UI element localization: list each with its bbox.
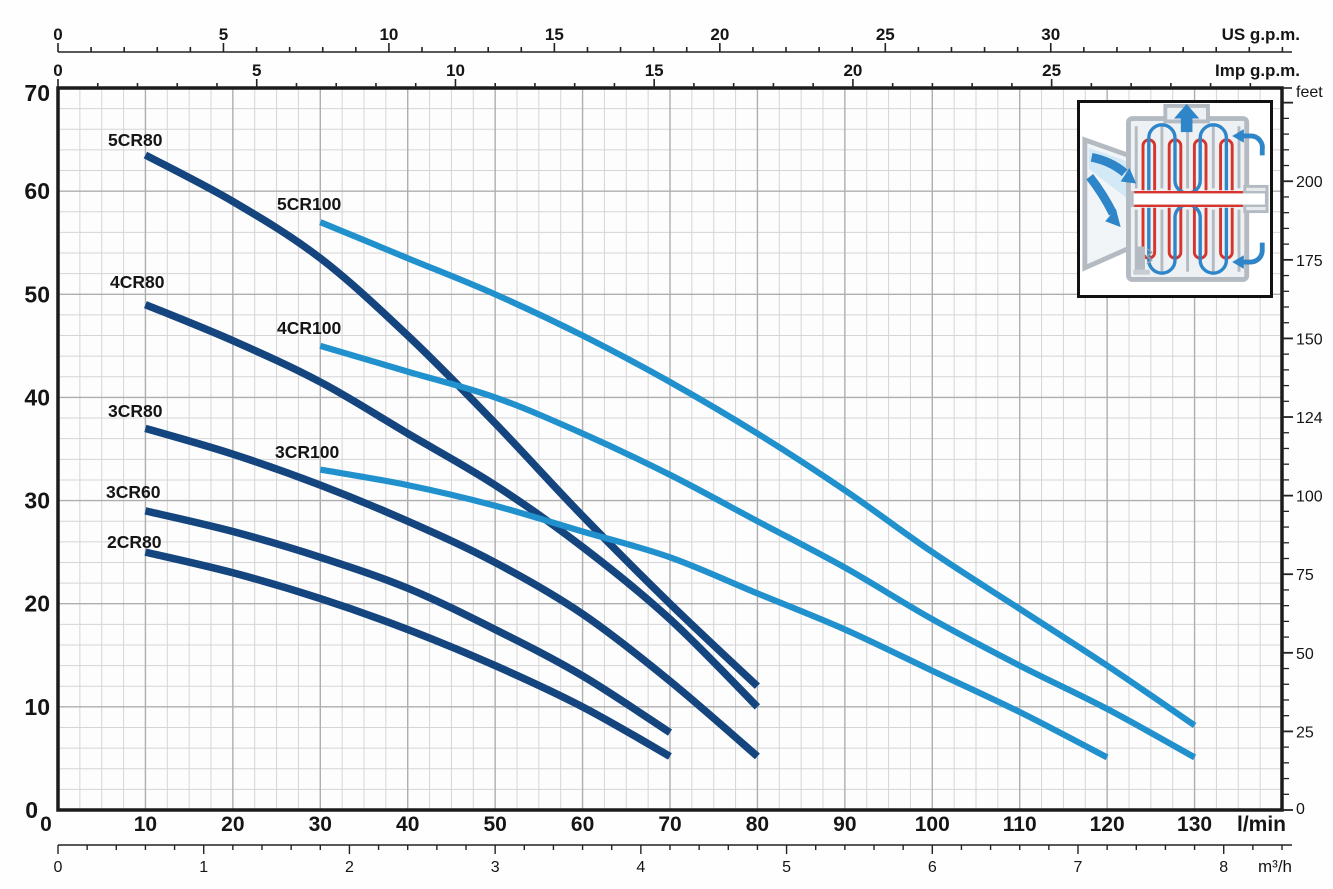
m-tick-label: 30 <box>24 488 50 514</box>
series-3CR100: 3CR100 <box>275 442 1109 761</box>
series-label-5CR80: 5CR80 <box>108 130 163 150</box>
m-tick-label: 60 <box>24 178 50 204</box>
m3h-tick-label: 5 <box>782 859 791 876</box>
lmin-tick-label: 30 <box>309 813 332 836</box>
lmin-tick-label: 120 <box>1090 813 1125 836</box>
m3h-tick-label: 2 <box>345 859 354 876</box>
feet-tick-label: 200 <box>1296 174 1323 191</box>
m3h-tick-label: 1 <box>199 859 208 876</box>
x-axis-imp-gpm: 0 5 10 15 20 25 Imp g.p.m. <box>53 61 1300 89</box>
m-tick-label: 0 <box>25 797 38 823</box>
lmin-tick-label: 10 <box>134 813 157 836</box>
m3h-tick-label: 7 <box>1074 859 1083 876</box>
m-tick-label: 20 <box>24 591 50 617</box>
lmin-tick-label: 130 <box>1177 813 1212 836</box>
m3h-axis-title: m³/h <box>1258 857 1292 876</box>
lmin-tick-label: 50 <box>483 813 506 836</box>
series-4CR80-curve <box>143 301 761 710</box>
series-label-3CR80: 3CR80 <box>108 401 163 421</box>
feet-tick-label: 100 <box>1296 489 1323 506</box>
feet-tick-label: 75 <box>1296 567 1314 584</box>
feet-tick-label: 124 <box>1296 410 1323 427</box>
series-3CR60-curve <box>144 507 673 736</box>
us-gpm-tick-label: 0 <box>53 25 62 44</box>
lmin-tick-label: 0 <box>40 813 52 836</box>
series-2CR80-curve <box>144 548 672 760</box>
x-axis-m3h: 0 1 2 3 4 5 6 7 8 m³/h <box>54 844 1292 876</box>
imp-gpm-tick-label: 20 <box>843 61 862 80</box>
lmin-tick-label: 100 <box>915 813 950 836</box>
m-tick-label: 40 <box>24 384 50 410</box>
series-3CR100-curve <box>319 466 1109 761</box>
lmin-tick-label: 20 <box>221 813 244 836</box>
imp-gpm-tick-label: 0 <box>53 61 62 80</box>
return-arrowhead-bottom-icon <box>1232 255 1244 269</box>
series-5CR100: 5CR100 <box>277 194 1197 728</box>
imp-gpm-tick-label: 10 <box>446 61 465 80</box>
feet-axis-title: feet <box>1296 84 1323 101</box>
pump-cross-section-inset <box>1077 100 1273 298</box>
feet-tick-label: 175 <box>1296 253 1323 270</box>
us-gpm-tick-label: 20 <box>710 25 729 44</box>
series-label-3CR100: 3CR100 <box>275 442 339 462</box>
series-5CR100-curve <box>319 219 1197 728</box>
mechanical-seal-detail <box>1133 246 1153 275</box>
series-label-4CR80: 4CR80 <box>110 272 165 292</box>
m3h-tick-label: 8 <box>1219 859 1228 876</box>
series-label-2CR80: 2CR80 <box>107 532 162 552</box>
m3h-tick-label: 3 <box>491 859 500 876</box>
m3h-tick-label: 0 <box>54 859 63 876</box>
lmin-tick-label: 80 <box>746 813 769 836</box>
feet-tick-label: 50 <box>1296 646 1314 663</box>
y-axis-m: 0 10 20 30 40 50 60 70 <box>24 80 50 823</box>
outlet-up-arrow-icon <box>1174 103 1200 133</box>
us-gpm-tick-label: 5 <box>219 25 228 44</box>
m3h-tick-label: 6 <box>928 859 937 876</box>
imp-gpm-axis-title: Imp g.p.m. <box>1215 61 1300 80</box>
return-flow-arrows-icon <box>1242 133 1265 265</box>
us-gpm-axis-title: US g.p.m. <box>1222 25 1300 44</box>
intake-arrows-icon <box>1086 153 1137 228</box>
x-axis-lmin: 0 10 20 30 40 50 60 70 80 90 100 110 120 130 l/min <box>40 813 1286 836</box>
us-gpm-tick-label: 15 <box>545 25 564 44</box>
lmin-tick-label: 110 <box>1003 813 1037 836</box>
series-4CR80: 4CR80 <box>110 272 761 710</box>
m-tick-label: 10 <box>24 694 50 720</box>
feet-tick-label: 25 <box>1296 724 1314 741</box>
series-label-5CR100: 5CR100 <box>277 194 341 214</box>
lmin-tick-label: 90 <box>833 813 856 836</box>
imp-gpm-tick-label: 15 <box>645 61 664 80</box>
series-4CR100: 4CR100 <box>277 318 1197 761</box>
series-2CR80: 2CR80 <box>107 532 672 760</box>
lmin-axis-title: l/min <box>1237 813 1286 836</box>
m3h-tick-label: 4 <box>636 859 645 876</box>
series-label-3CR60: 3CR60 <box>106 482 161 502</box>
lmin-tick-label: 40 <box>396 813 419 836</box>
y-axis-feet: 0 25 50 75 100 124 150 175 200 feet <box>1282 84 1323 818</box>
us-gpm-tick-label: 10 <box>379 25 398 44</box>
imp-gpm-tick-label: 25 <box>1042 61 1061 80</box>
feet-tick-label: 0 <box>1296 801 1305 818</box>
stage-walls <box>1134 126 1241 272</box>
us-gpm-tick-label: 25 <box>876 25 895 44</box>
series-3CR60: 3CR60 <box>106 482 673 736</box>
return-arrowhead-top-icon <box>1232 129 1244 143</box>
m-tick-label: 50 <box>24 281 50 307</box>
series-3CR80: 3CR80 <box>108 401 760 760</box>
pump-shaft <box>1131 191 1268 207</box>
us-gpm-tick-label: 30 <box>1041 25 1060 44</box>
x-axis-us-gpm: 0 5 10 15 20 25 30 US g.p.m. <box>53 25 1300 53</box>
pump-cross-section-diagram <box>1082 103 1269 282</box>
lmin-tick-label: 60 <box>571 813 594 836</box>
series-3CR80-curve <box>144 424 760 760</box>
m-tick-label: 70 <box>24 80 50 106</box>
lmin-tick-label: 70 <box>658 813 681 836</box>
imp-gpm-tick-label: 5 <box>252 61 261 80</box>
series-label-4CR100: 4CR100 <box>277 318 341 338</box>
series-4CR100-curve <box>319 342 1197 761</box>
feet-tick-label: 150 <box>1296 331 1323 348</box>
